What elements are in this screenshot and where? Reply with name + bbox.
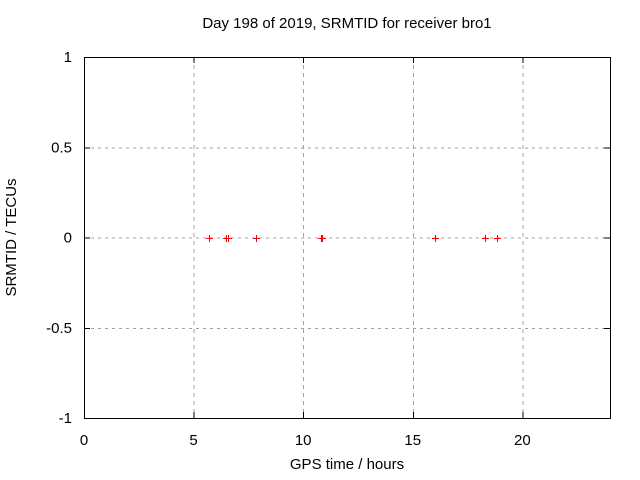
y-tick-label: 0 [64,230,72,247]
plot-area: 0 5 10 15 20 1 0.5 0 -0.5 -1 [46,49,611,449]
y-tick-label: -1 [59,410,72,427]
y-tick-label: 0.5 [51,139,72,156]
y-axis-label: SRMTID / TECUs [3,178,20,296]
x-tick-label: 0 [80,432,88,449]
x-tick-label: 5 [189,432,197,449]
x-tick-label: 20 [514,432,531,449]
x-axis-label: GPS time / hours [290,456,404,473]
y-tick-label: -0.5 [46,320,72,337]
chart-title: Day 198 of 2019, SRMTID for receiver bro… [202,15,491,32]
y-tick-label: 1 [64,49,72,66]
x-tick-label: 10 [295,432,312,449]
x-tick-label: 15 [404,432,421,449]
